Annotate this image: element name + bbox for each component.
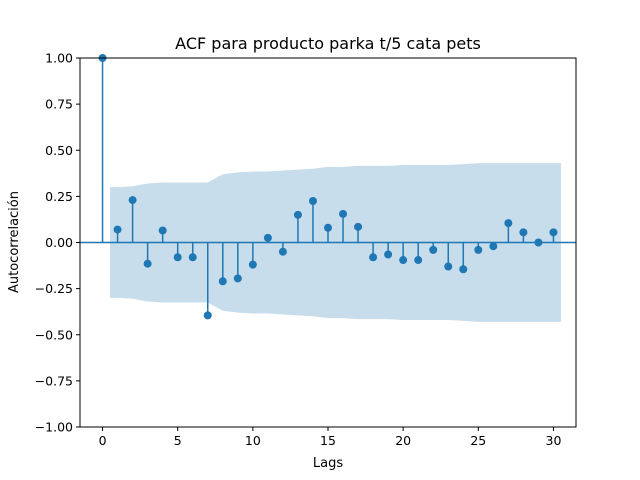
marker-lag-30: [549, 228, 558, 237]
marker-lag-9: [233, 274, 242, 283]
marker-lag-15: [324, 223, 332, 232]
x-tick-label: 20: [395, 433, 411, 448]
marker-lag-18: [369, 253, 378, 262]
marker-lag-26: [489, 242, 498, 251]
y-tick-label: 0.75: [45, 97, 73, 112]
x-tick-label: 30: [546, 433, 562, 448]
x-tick-label: 0: [99, 433, 107, 448]
marker-lag-24: [459, 265, 468, 274]
y-axis-label: Autocorrelación: [7, 191, 22, 293]
marker-lag-1: [113, 225, 122, 234]
marker-lag-17: [354, 222, 363, 231]
marker-lag-2: [128, 196, 137, 205]
y-tick-label: 0.25: [45, 189, 73, 204]
marker-lag-12: [278, 247, 287, 256]
marker-lag-10: [248, 260, 257, 269]
marker-lag-13: [293, 210, 302, 219]
marker-lag-23: [444, 262, 453, 271]
marker-lag-19: [384, 250, 393, 259]
marker-lag-29: [534, 238, 543, 247]
x-tick-label: 10: [245, 433, 261, 448]
y-tick-label: −1.00: [35, 420, 73, 435]
marker-lag-11: [263, 233, 272, 242]
y-tick-label: −0.75: [35, 373, 73, 388]
marker-lag-22: [429, 245, 438, 254]
x-tick-label: 15: [320, 433, 336, 448]
marker-lag-3: [143, 259, 152, 268]
x-axis-label: Lags: [313, 456, 343, 471]
chart-title: ACF para producto parka t/5 cata pets: [175, 34, 481, 53]
marker-lag-4: [158, 226, 167, 235]
marker-lag-6: [188, 253, 197, 262]
marker-lag-20: [399, 256, 408, 265]
marker-lag-8: [218, 277, 227, 286]
marker-lag-5: [173, 253, 182, 262]
y-tick-label: 0.50: [45, 143, 73, 158]
x-tick-label: 5: [174, 433, 182, 448]
marker-lag-25: [474, 245, 483, 254]
y-tick-label: 1.00: [45, 51, 73, 66]
marker-lag-21: [414, 256, 423, 265]
marker-lag-27: [504, 219, 513, 228]
marker-lag-16: [339, 209, 348, 218]
marker-lag-7: [203, 311, 212, 320]
y-tick-label: −0.25: [35, 281, 73, 296]
x-tick-label: 25: [470, 433, 486, 448]
marker-lag-28: [519, 228, 528, 237]
y-tick-label: −0.50: [35, 327, 73, 342]
y-tick-label: 0.00: [45, 235, 73, 250]
marker-lag-14: [308, 196, 317, 205]
